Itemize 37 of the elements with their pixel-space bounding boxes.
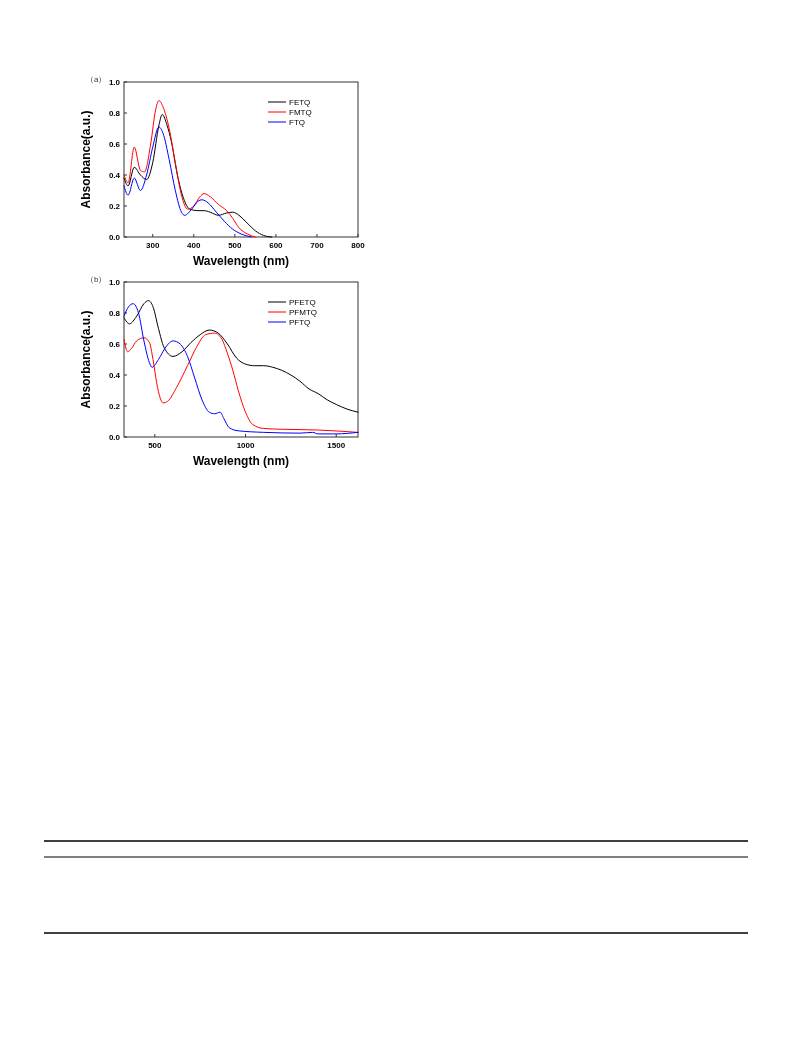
y-tick-label: 1.0 [108,77,121,87]
y-tick-label: 1.0 [108,277,121,287]
x-tick-label: 400 [187,241,202,250]
x-axis-title: Wavelength (nm) [192,454,290,468]
x-tick-label: 500 [148,441,163,450]
y-tick-label: 0.4 [108,170,121,180]
x-tick-label: 300 [146,241,160,250]
y-tick-label: 0.8 [108,108,121,118]
y-tick-label: 0.2 [108,401,121,411]
y-axis-title: Absorbance(a.u.) [79,310,93,409]
x-tick-label: 800 [351,241,366,250]
x-tick-label: 1500 [327,441,346,450]
y-tick-label: 0.6 [108,339,121,349]
line-series [123,300,359,413]
y-tick-label: 0.6 [108,139,121,149]
y-tick-label: 0.0 [108,432,121,442]
line-series [123,100,256,238]
line-series [123,114,273,238]
legend-label: PFTQ [289,317,311,327]
legend-label: PFETQ [289,297,316,307]
y-tick-label: 0.4 [108,370,121,380]
x-tick-label: 700 [310,241,325,250]
x-tick-label: 600 [269,241,284,250]
legend-label: FTQ [289,117,305,127]
text: （b） [86,275,107,284]
y-axis-title: Absorbance(a.u.) [79,110,93,209]
y-tick-label: 0.8 [108,308,121,318]
x-axis-title: Wavelength (nm) [192,254,290,268]
x-tick-label: 1000 [236,441,255,450]
y-tick-label: 0.0 [108,232,121,242]
legend-label: FETQ [289,97,311,107]
legend-label: FMTQ [289,107,312,117]
x-tick-label: 500 [228,241,243,250]
legend-label: PFMTQ [289,307,317,317]
text: （a） [86,75,107,84]
line-series [123,126,252,238]
y-tick-label: 0.2 [108,201,121,211]
